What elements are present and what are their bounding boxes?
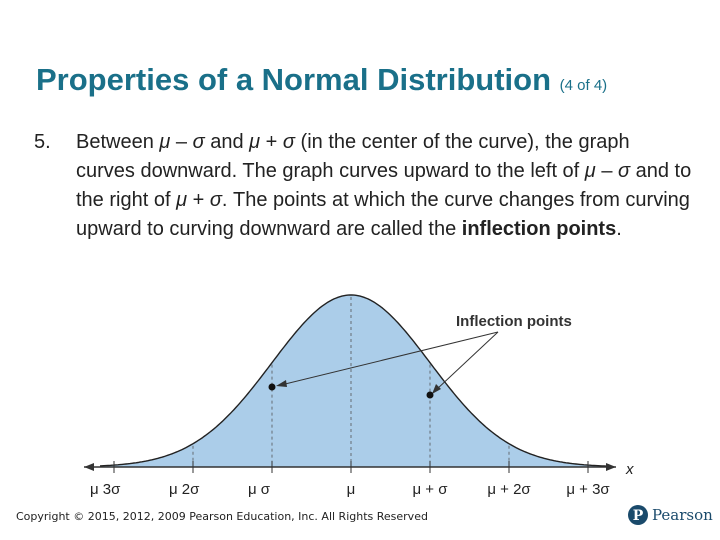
text-run: Between <box>76 131 160 153</box>
mu-symbol: μ <box>159 131 171 153</box>
x-axis-variable: x <box>625 461 634 478</box>
plus-sign: + <box>187 189 210 211</box>
slide-title: Properties of a Normal Distribution (4 o… <box>36 62 607 98</box>
plus-sign: + <box>260 131 283 153</box>
slide-part-indicator: (4 of 4) <box>559 77 608 94</box>
inflection-point-left <box>268 383 276 391</box>
pearson-logo-icon: P <box>628 505 648 525</box>
minus-sign: – <box>595 160 619 182</box>
x-axis-arrow-left <box>84 463 94 471</box>
text-run: and <box>204 131 250 153</box>
mu-symbol: μ <box>584 160 596 182</box>
curve-fill-area <box>100 295 606 467</box>
annotation-pointer-right <box>435 331 499 391</box>
axis-tick-label: μ + 2σ <box>487 481 531 498</box>
axis-tick-label: μ <box>347 481 356 498</box>
normal-curve <box>99 294 607 467</box>
annotation-arrowhead-right <box>432 384 441 394</box>
text-run: (in the center of the curve), the graph … <box>76 131 630 182</box>
copyright-notice: Copyright © 2015, 2012, 2009 Pearson Edu… <box>16 510 428 523</box>
sigma-symbol: σ <box>192 131 205 153</box>
annotation-pointer-left <box>280 331 499 386</box>
text-run: and to the right of <box>76 160 692 211</box>
item-text: Between μ – σ and μ + σ (in the center o… <box>76 128 694 244</box>
pearson-logo: P Pearson <box>628 505 713 525</box>
axis-ticks <box>113 461 589 473</box>
axis-tick-label: μ σ <box>248 481 271 498</box>
item-number: 5. <box>34 131 51 153</box>
center-dashed-lines <box>192 297 510 467</box>
inflection-point-right <box>426 391 434 399</box>
svg-text:P: P <box>633 508 644 524</box>
property-paragraph: 5. Between μ – σ and μ + σ (in the cente… <box>34 128 694 244</box>
sigma-symbol: σ <box>282 131 295 153</box>
text-run: . <box>616 218 622 240</box>
axis-tick-label: μ + 3σ <box>566 481 610 498</box>
mu-symbol: μ <box>249 131 261 153</box>
inflection-points-term: inflection points <box>461 218 617 240</box>
minus-sign: – <box>170 131 193 153</box>
axis-tick-label: μ + σ <box>413 481 449 498</box>
text-run: . The points at which the curve changes … <box>76 189 690 240</box>
mu-symbol: μ <box>176 189 188 211</box>
pearson-logo-wordmark: Pearson <box>652 506 713 524</box>
axis-tick-labels: μ 3σ μ 2σ μ σ μ μ + σ μ + 2σ μ + 3σ <box>90 481 610 498</box>
annotation-arrowhead-left <box>276 380 287 387</box>
axis-tick-label: μ 3σ <box>90 481 121 498</box>
slide-title-text: Properties of a Normal Distribution <box>36 62 552 97</box>
sigma-symbol: σ <box>209 189 222 211</box>
axis-tick-label: μ 2σ <box>169 481 200 498</box>
inflection-annotation: Inflection points <box>456 313 572 330</box>
x-axis-arrow-right <box>606 463 616 471</box>
sigma-symbol: σ <box>618 160 631 182</box>
